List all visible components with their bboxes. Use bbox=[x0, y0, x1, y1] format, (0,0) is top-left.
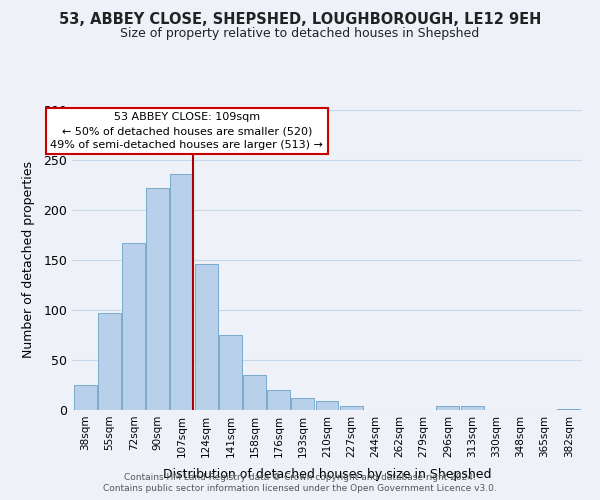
Text: 53 ABBEY CLOSE: 109sqm
← 50% of detached houses are smaller (520)
49% of semi-de: 53 ABBEY CLOSE: 109sqm ← 50% of detached… bbox=[50, 112, 323, 150]
Bar bbox=[461, 406, 484, 410]
Y-axis label: Number of detached properties: Number of detached properties bbox=[22, 162, 35, 358]
Bar bbox=[436, 406, 460, 410]
Bar bbox=[316, 401, 338, 410]
Bar bbox=[340, 406, 362, 410]
X-axis label: Distribution of detached houses by size in Shepshed: Distribution of detached houses by size … bbox=[163, 468, 491, 481]
Bar bbox=[292, 398, 314, 410]
Bar bbox=[122, 243, 145, 410]
Bar bbox=[194, 264, 218, 410]
Text: Contains public sector information licensed under the Open Government Licence v3: Contains public sector information licen… bbox=[103, 484, 497, 493]
Bar bbox=[267, 390, 290, 410]
Bar bbox=[146, 188, 169, 410]
Bar bbox=[557, 409, 580, 410]
Text: 53, ABBEY CLOSE, SHEPSHED, LOUGHBOROUGH, LE12 9EH: 53, ABBEY CLOSE, SHEPSHED, LOUGHBOROUGH,… bbox=[59, 12, 541, 28]
Bar bbox=[170, 174, 193, 410]
Bar bbox=[74, 385, 97, 410]
Text: Contains HM Land Registry data © Crown copyright and database right 2024.: Contains HM Land Registry data © Crown c… bbox=[124, 472, 476, 482]
Bar bbox=[243, 375, 266, 410]
Bar bbox=[98, 313, 121, 410]
Bar bbox=[219, 335, 242, 410]
Text: Size of property relative to detached houses in Shepshed: Size of property relative to detached ho… bbox=[121, 28, 479, 40]
